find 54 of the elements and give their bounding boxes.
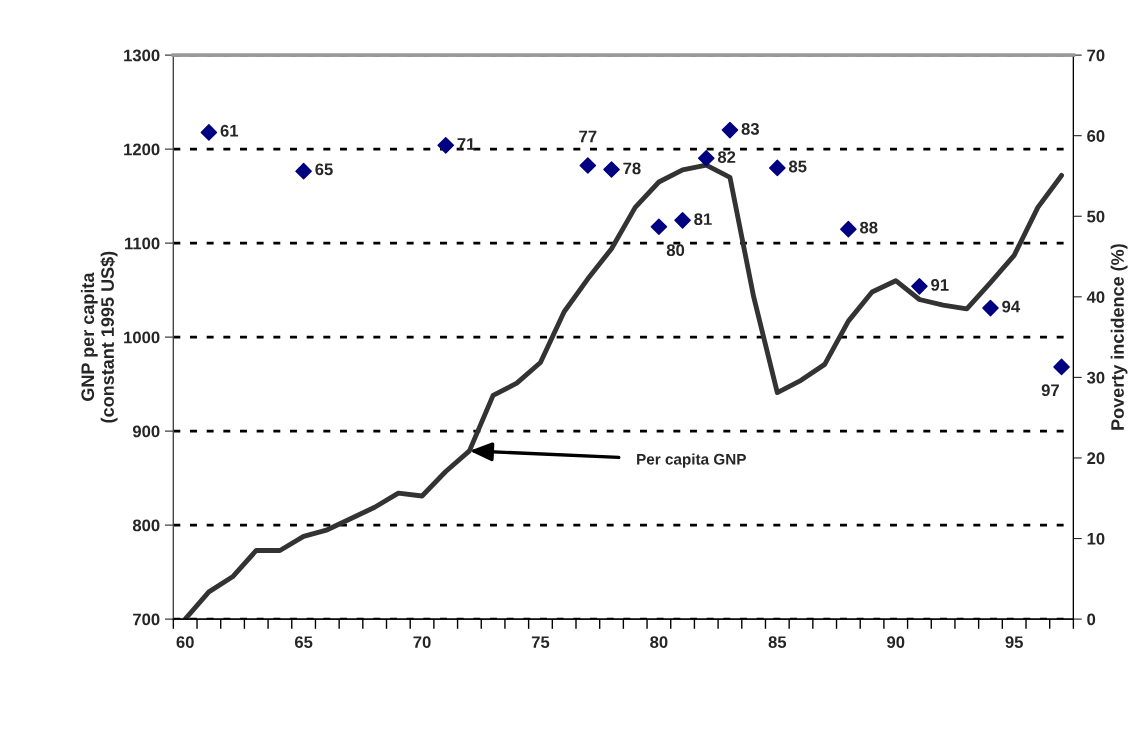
annotation: Per capita GNP bbox=[637, 453, 746, 468]
annotation: 78 bbox=[623, 162, 641, 175]
x-tick-label: 90 bbox=[887, 636, 905, 649]
point bbox=[674, 211, 691, 229]
point bbox=[295, 162, 312, 180]
point bbox=[697, 149, 715, 167]
y2-axis-title: Poverty incidence (%) bbox=[1110, 244, 1128, 430]
point bbox=[721, 121, 739, 139]
y2-tick-label: 60 bbox=[1087, 130, 1105, 142]
point bbox=[200, 124, 218, 141]
y-axis-title: GNP per capita (constant 1995 US$) bbox=[80, 251, 118, 423]
point bbox=[579, 157, 597, 174]
x-tick-label: 60 bbox=[176, 636, 194, 649]
y-tick-label: 900 bbox=[132, 425, 160, 438]
point bbox=[982, 299, 999, 317]
annotation: 82 bbox=[717, 151, 736, 163]
annotation: 85 bbox=[788, 160, 807, 173]
annotation: 83 bbox=[741, 122, 759, 135]
y-tick-label: 700 bbox=[133, 613, 160, 626]
y-tick-label: 1100 bbox=[125, 237, 160, 250]
annotation: 80 bbox=[666, 244, 685, 257]
point bbox=[603, 161, 620, 178]
y-tick-label: 1300 bbox=[124, 49, 160, 62]
y2-tick-label: 10 bbox=[1087, 532, 1105, 545]
point bbox=[437, 137, 455, 154]
y2-tick-label: 30 bbox=[1086, 371, 1105, 384]
annotation: 61 bbox=[220, 124, 239, 137]
point bbox=[650, 218, 668, 236]
annotation: 97 bbox=[1041, 384, 1059, 397]
y-tick-label: 1000 bbox=[124, 331, 160, 344]
y-tick-label: 800 bbox=[132, 519, 160, 532]
annotation: 77 bbox=[579, 130, 597, 143]
annotation: 71 bbox=[457, 138, 475, 150]
y2-tick-label: 0 bbox=[1087, 613, 1096, 626]
y2-tick-label: 20 bbox=[1087, 452, 1105, 465]
point bbox=[1053, 358, 1070, 376]
y2-tick-label: 50 bbox=[1087, 210, 1105, 223]
annotation: 88 bbox=[860, 221, 878, 234]
annotation: 81 bbox=[694, 213, 712, 226]
annotation: 65 bbox=[315, 163, 333, 176]
x-tick-label: 85 bbox=[768, 636, 787, 649]
point bbox=[911, 278, 928, 295]
y2-tick-label: 70 bbox=[1087, 49, 1105, 62]
x-tick-label: 75 bbox=[531, 636, 550, 649]
x-tick-label: 95 bbox=[1005, 636, 1023, 649]
point bbox=[769, 159, 786, 177]
x-tick-label: 65 bbox=[294, 636, 313, 649]
x-tick-label: 80 bbox=[650, 636, 668, 649]
annotation: 94 bbox=[1002, 300, 1021, 313]
x-tick-label: 70 bbox=[413, 636, 431, 649]
y2-tick-label: 40 bbox=[1086, 291, 1105, 304]
annotation: 91 bbox=[931, 279, 949, 291]
point bbox=[840, 220, 857, 238]
y-tick-label: 1200 bbox=[124, 143, 160, 156]
